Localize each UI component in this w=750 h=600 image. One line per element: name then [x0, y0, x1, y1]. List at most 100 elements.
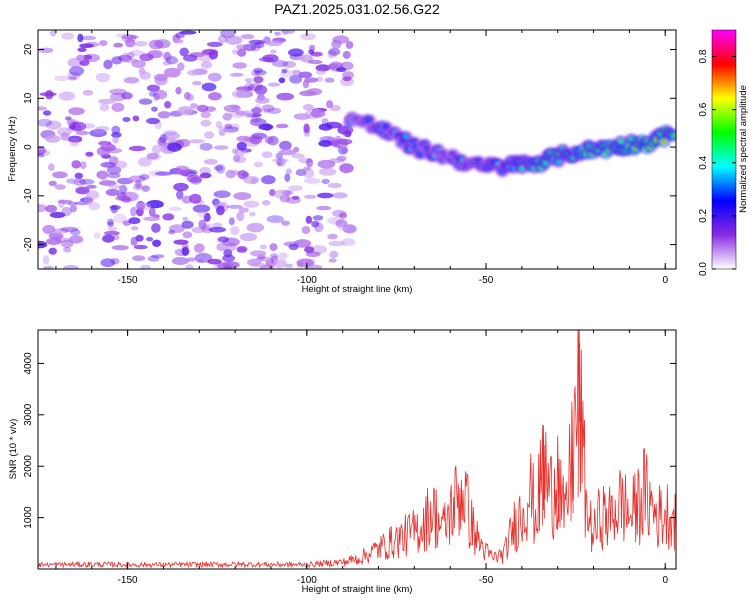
noise-blob: [189, 103, 199, 109]
noise-blob: [262, 200, 271, 206]
noise-blob: [38, 146, 47, 156]
noise-blob: [323, 160, 330, 169]
noise-blob: [129, 50, 146, 57]
noise-blob: [174, 165, 190, 176]
noise-blob: [162, 131, 181, 141]
noise-blob: [237, 170, 249, 180]
noise-blob: [192, 81, 202, 86]
noise-blob: [203, 158, 218, 165]
noise-blob: [267, 82, 281, 87]
y-tick-label: 1000: [23, 506, 34, 529]
noise-blob: [113, 234, 120, 241]
noise-blob: [336, 67, 347, 73]
noise-blob: [121, 92, 133, 100]
noise-blob: [74, 172, 84, 180]
noise-blob: [102, 234, 115, 243]
noise-blob: [128, 175, 146, 183]
noise-blob: [166, 56, 178, 65]
noise-blob: [182, 231, 193, 239]
noise-blob: [291, 153, 305, 159]
noise-blob: [306, 158, 314, 168]
noise-blob: [100, 258, 116, 268]
noise-blob: [249, 211, 256, 217]
noise-blob: [215, 164, 226, 174]
noise-blob: [61, 32, 75, 40]
noise-blob: [302, 80, 310, 89]
noise-blob: [303, 123, 310, 134]
noise-blob: [83, 196, 94, 205]
noise-blob: [259, 244, 268, 250]
noise-blob: [104, 230, 120, 236]
x-tick-label: -100: [297, 575, 317, 586]
noise-blob: [272, 60, 289, 68]
noise-blob: [332, 192, 348, 199]
noise-blob: [157, 136, 166, 147]
noise-blob: [182, 216, 189, 221]
noise-blob: [272, 158, 289, 163]
noise-blob: [42, 224, 56, 235]
noise-blob: [75, 186, 90, 195]
noise-blob: [266, 40, 283, 47]
noise-blob: [236, 141, 247, 151]
noise-blob: [146, 237, 154, 242]
noise-blob: [176, 190, 184, 200]
noise-blob: [266, 215, 284, 224]
noise-blob: [132, 255, 146, 262]
noise-blob: [45, 120, 62, 130]
noise-blob: [143, 216, 161, 221]
noise-blob: [220, 30, 236, 38]
colorbar-ticks: 0.0 0.2 0.4 0.6 0.8: [698, 49, 736, 276]
noise-blob: [213, 145, 229, 151]
noise-blob: [167, 142, 182, 152]
noise-blob: [248, 39, 265, 45]
noise-blob: [168, 206, 182, 211]
noise-blob: [331, 39, 342, 50]
noise-blob: [133, 244, 148, 250]
ridge-blob: [419, 153, 423, 156]
noise-blob: [147, 53, 155, 59]
noise-blob: [208, 226, 226, 233]
noise-blob: [125, 38, 136, 48]
noise-blob: [42, 255, 50, 265]
noise-blob: [48, 163, 55, 171]
noise-blob: [285, 168, 292, 175]
noise-blob: [208, 92, 222, 101]
noise-blob: [239, 232, 258, 242]
noise-blob: [69, 205, 77, 213]
noise-blob: [231, 148, 239, 155]
noise-blob: [281, 68, 288, 74]
noise-blob: [324, 77, 335, 83]
noise-blob: [181, 246, 190, 256]
noise-blob: [198, 219, 207, 230]
noise-blob: [79, 43, 94, 49]
noise-blob: [327, 233, 338, 240]
noise-blob: [38, 47, 54, 53]
noise-blob: [69, 229, 81, 236]
noise-blob: [60, 132, 70, 141]
ridge-blob: [520, 166, 524, 170]
noise-blob: [187, 174, 203, 184]
noise-blob: [99, 40, 108, 47]
y-tick-label: 10: [23, 92, 34, 104]
noise-blob: [139, 174, 150, 180]
noise-blob: [328, 48, 341, 56]
noise-blob: [162, 60, 172, 66]
noise-blob: [303, 168, 315, 179]
noise-blob: [105, 188, 120, 196]
noise-blob: [310, 109, 326, 118]
spectrogram-y-axis: -20 -10 0 10 20: [23, 44, 676, 252]
noise-blob: [113, 213, 127, 224]
noise-blob: [159, 133, 168, 144]
noise-blob: [151, 254, 165, 259]
noise-blob: [88, 202, 100, 211]
x-tick-label: -100: [297, 275, 317, 286]
noise-blob: [151, 223, 161, 233]
noise-blob: [218, 125, 225, 132]
noise-blob: [345, 41, 354, 49]
noise-blob: [251, 69, 260, 77]
noise-blob: [188, 139, 205, 144]
noise-blob: [135, 179, 142, 189]
colorbar-tick-label: 0.6: [698, 102, 709, 116]
ridge-blob: [459, 158, 464, 161]
noise-blob: [163, 51, 171, 61]
